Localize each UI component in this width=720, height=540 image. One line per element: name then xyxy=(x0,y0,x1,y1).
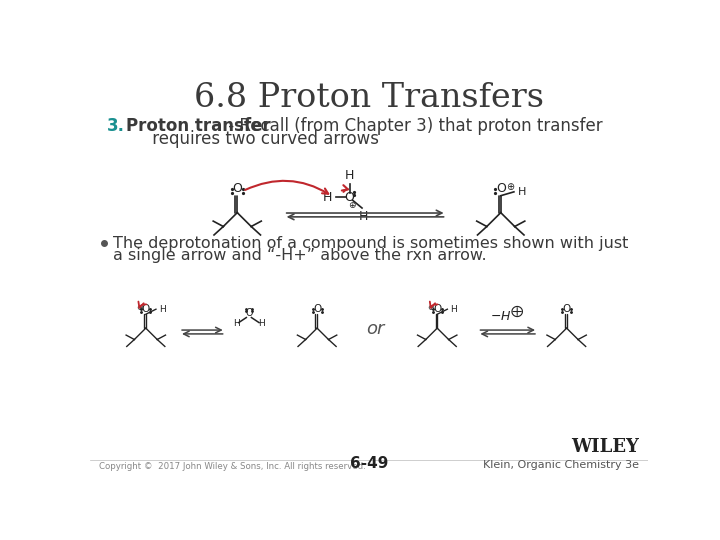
Text: O: O xyxy=(345,191,354,204)
Text: O: O xyxy=(245,308,253,318)
Text: O: O xyxy=(233,182,242,195)
Text: ⊕: ⊕ xyxy=(428,303,434,313)
Text: Copyright ©  2017 John Wiley & Sons, Inc. All rights reserved.: Copyright © 2017 John Wiley & Sons, Inc.… xyxy=(99,462,366,471)
Text: H: H xyxy=(258,319,265,328)
Text: - Recall (from Chapter 3) that proton transfer: - Recall (from Chapter 3) that proton tr… xyxy=(223,117,603,135)
Text: H: H xyxy=(233,319,240,328)
Text: H: H xyxy=(359,211,368,224)
Text: 6-49: 6-49 xyxy=(350,456,388,471)
Text: Klein, Organic Chemistry 3e: Klein, Organic Chemistry 3e xyxy=(482,460,639,470)
Text: a single arrow and “-H+” above the rxn arrow.: a single arrow and “-H+” above the rxn a… xyxy=(113,248,487,264)
Text: ⊕: ⊕ xyxy=(506,182,514,192)
Text: O: O xyxy=(313,303,321,314)
Text: or: or xyxy=(366,320,384,338)
Text: O: O xyxy=(496,182,505,195)
Text: H: H xyxy=(518,187,526,197)
Text: 3.: 3. xyxy=(107,117,125,135)
Text: ⊕: ⊕ xyxy=(136,303,143,313)
Text: ⊕: ⊕ xyxy=(348,201,356,210)
Text: H: H xyxy=(323,191,333,204)
Text: requires two curved arrows: requires two curved arrows xyxy=(126,130,379,148)
Text: The deprotonation of a compound is sometimes shown with just: The deprotonation of a compound is somet… xyxy=(113,236,629,251)
Text: Proton transfer: Proton transfer xyxy=(126,117,271,135)
Text: H: H xyxy=(451,305,457,314)
Text: O: O xyxy=(562,303,571,314)
Text: WILEY: WILEY xyxy=(571,438,639,456)
Text: H: H xyxy=(159,305,166,314)
Text: 6.8 Proton Transfers: 6.8 Proton Transfers xyxy=(194,82,544,114)
Text: O: O xyxy=(433,303,441,314)
Text: $-H^{\bigoplus}$: $-H^{\bigoplus}$ xyxy=(490,306,525,325)
Text: O: O xyxy=(142,303,150,314)
Text: H: H xyxy=(345,169,354,182)
